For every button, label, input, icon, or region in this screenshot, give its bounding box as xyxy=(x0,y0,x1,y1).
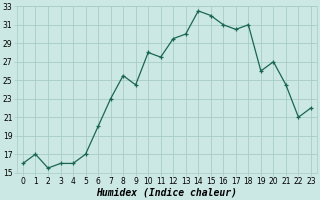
X-axis label: Humidex (Indice chaleur): Humidex (Indice chaleur) xyxy=(96,187,237,197)
